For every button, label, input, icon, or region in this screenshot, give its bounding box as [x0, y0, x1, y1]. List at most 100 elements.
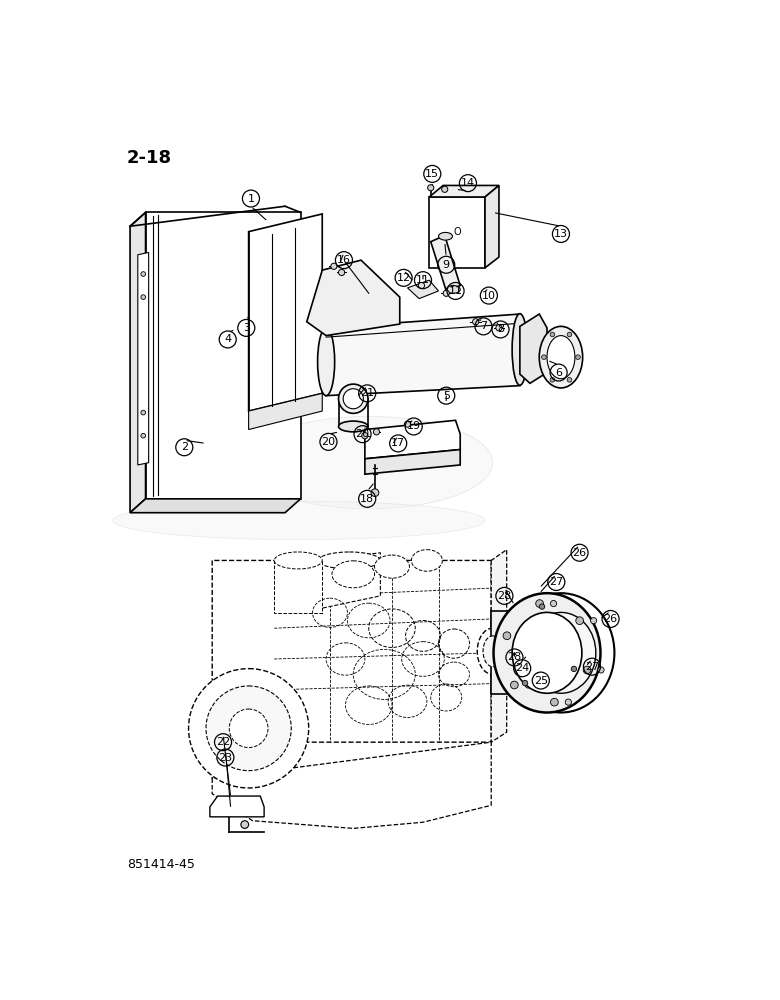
Circle shape [598, 667, 604, 673]
Polygon shape [210, 796, 264, 817]
Circle shape [339, 269, 345, 276]
Text: 20: 20 [321, 437, 335, 447]
Text: 4: 4 [224, 334, 231, 344]
Polygon shape [146, 212, 300, 499]
Text: 18: 18 [360, 494, 374, 504]
Text: 23: 23 [218, 753, 232, 763]
Text: 16: 16 [337, 255, 351, 265]
Circle shape [441, 186, 448, 192]
Polygon shape [212, 560, 491, 742]
Circle shape [590, 618, 597, 624]
Ellipse shape [332, 561, 374, 588]
Circle shape [141, 410, 146, 415]
Ellipse shape [245, 416, 493, 509]
Ellipse shape [339, 421, 368, 432]
Circle shape [496, 325, 502, 331]
Polygon shape [249, 393, 322, 430]
Polygon shape [130, 212, 146, 513]
Circle shape [374, 429, 380, 435]
Text: 24: 24 [515, 663, 530, 673]
Ellipse shape [374, 555, 410, 578]
Ellipse shape [317, 328, 335, 396]
Ellipse shape [229, 709, 268, 748]
Ellipse shape [189, 669, 309, 788]
Text: 2: 2 [181, 442, 188, 452]
Ellipse shape [508, 593, 615, 713]
Polygon shape [318, 553, 381, 609]
Circle shape [427, 185, 434, 191]
Circle shape [510, 681, 518, 689]
Text: 28: 28 [498, 591, 512, 601]
Circle shape [566, 699, 572, 705]
Circle shape [539, 604, 544, 609]
Circle shape [525, 682, 531, 688]
Ellipse shape [539, 326, 583, 388]
Polygon shape [249, 214, 322, 411]
Polygon shape [138, 252, 149, 465]
Text: 19: 19 [406, 421, 420, 431]
Polygon shape [407, 280, 438, 299]
Circle shape [141, 295, 146, 299]
Circle shape [443, 290, 449, 296]
Circle shape [331, 263, 337, 269]
Text: 8: 8 [497, 324, 504, 334]
Ellipse shape [438, 232, 452, 240]
Ellipse shape [526, 612, 596, 693]
Ellipse shape [318, 552, 381, 569]
Circle shape [362, 433, 368, 439]
Ellipse shape [512, 314, 527, 385]
Text: 21: 21 [360, 388, 374, 398]
Polygon shape [520, 314, 547, 383]
Ellipse shape [411, 550, 442, 571]
Circle shape [567, 332, 572, 337]
Text: 1: 1 [247, 194, 254, 204]
Text: O: O [453, 227, 461, 237]
Text: 5: 5 [443, 391, 450, 401]
Circle shape [550, 378, 555, 382]
Polygon shape [365, 450, 460, 474]
Circle shape [536, 600, 544, 607]
Text: 3: 3 [243, 323, 250, 333]
Polygon shape [130, 499, 300, 513]
Circle shape [583, 666, 591, 674]
Ellipse shape [483, 636, 502, 667]
Polygon shape [491, 550, 507, 742]
Text: 15: 15 [425, 169, 439, 179]
Circle shape [576, 355, 580, 359]
Text: 27: 27 [549, 577, 563, 587]
Polygon shape [275, 560, 322, 613]
Polygon shape [326, 314, 520, 396]
Circle shape [567, 378, 572, 382]
Text: 26: 26 [573, 548, 587, 558]
Polygon shape [429, 197, 485, 268]
Text: 851414-45: 851414-45 [127, 858, 195, 871]
Circle shape [541, 355, 546, 359]
Circle shape [473, 319, 479, 325]
Polygon shape [431, 235, 460, 291]
Polygon shape [491, 611, 522, 694]
Text: 7: 7 [480, 321, 487, 331]
Ellipse shape [113, 501, 485, 540]
Circle shape [523, 680, 528, 686]
Ellipse shape [494, 593, 601, 713]
Text: 13: 13 [554, 229, 568, 239]
Text: 20: 20 [356, 429, 370, 439]
Circle shape [571, 666, 576, 672]
Ellipse shape [343, 389, 363, 409]
Text: 27: 27 [585, 662, 599, 672]
Text: 28: 28 [507, 652, 522, 662]
Ellipse shape [339, 384, 368, 413]
Circle shape [551, 698, 558, 706]
Ellipse shape [446, 286, 460, 293]
Circle shape [141, 433, 146, 438]
Circle shape [518, 633, 524, 639]
Circle shape [371, 489, 379, 497]
Text: 25: 25 [534, 676, 548, 686]
Text: 12: 12 [396, 273, 411, 283]
Ellipse shape [275, 552, 322, 569]
Polygon shape [212, 696, 275, 813]
Polygon shape [485, 185, 499, 268]
Text: 11: 11 [416, 275, 430, 285]
Circle shape [576, 617, 583, 625]
Circle shape [404, 421, 410, 427]
